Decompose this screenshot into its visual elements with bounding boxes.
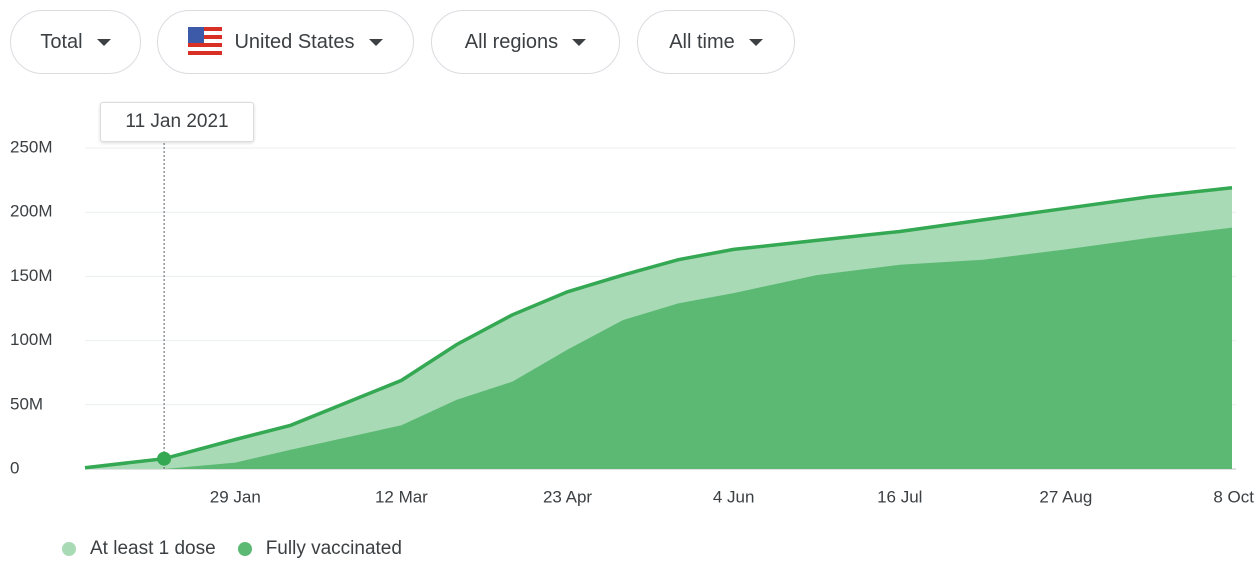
line [84,186,1233,470]
dropdown-label: Total [40,30,83,53]
x-tick-label: 23 Apr [543,487,592,506]
flag [188,27,223,57]
legend: At least 1 dose Fully vaccinated [62,538,424,560]
dropdown-label: All regions [464,30,559,53]
y-tick-label: 100M [10,330,53,349]
dropdown-label: United States [234,30,355,53]
y-tick-label: 150M [10,266,53,285]
caret [748,38,763,46]
legend-label: Fully vaccinated [265,538,402,559]
legend-label: At least 1 dose [90,538,216,559]
x-tick-label: 8 Oct [1213,487,1254,506]
y-tick-label: 0 [10,458,19,477]
x-tick-label: 29 Jan [210,487,261,506]
dropdown-label: All time [669,30,735,53]
caret [572,38,587,46]
dropdown[interactable]: United States [157,10,414,74]
dropdown[interactable]: All regions [431,10,620,74]
dropdown[interactable]: All time [637,10,795,74]
y-tick-label: 250M [10,137,53,156]
tooltip: 11 Jan 2021 [100,102,254,142]
y-tick-label: 200M [10,202,53,221]
legend-swatch [62,542,76,556]
y-tick-label: 50M [10,394,43,413]
x-tick-label: 27 Aug [1039,487,1092,506]
legend-item: At least 1 dose [62,538,216,560]
x-tick-label: 4 Jun [713,487,755,506]
legend-item: Fully vaccinated [237,538,402,560]
dropdown[interactable]: Total [10,10,141,74]
caret [96,38,111,46]
x-tick-label: 12 Mar [375,487,428,506]
caret [368,38,383,46]
legend-swatch [237,542,252,556]
area [85,227,1232,469]
x-tick-label: 16 Jul [877,487,922,506]
hover-point [157,451,172,466]
